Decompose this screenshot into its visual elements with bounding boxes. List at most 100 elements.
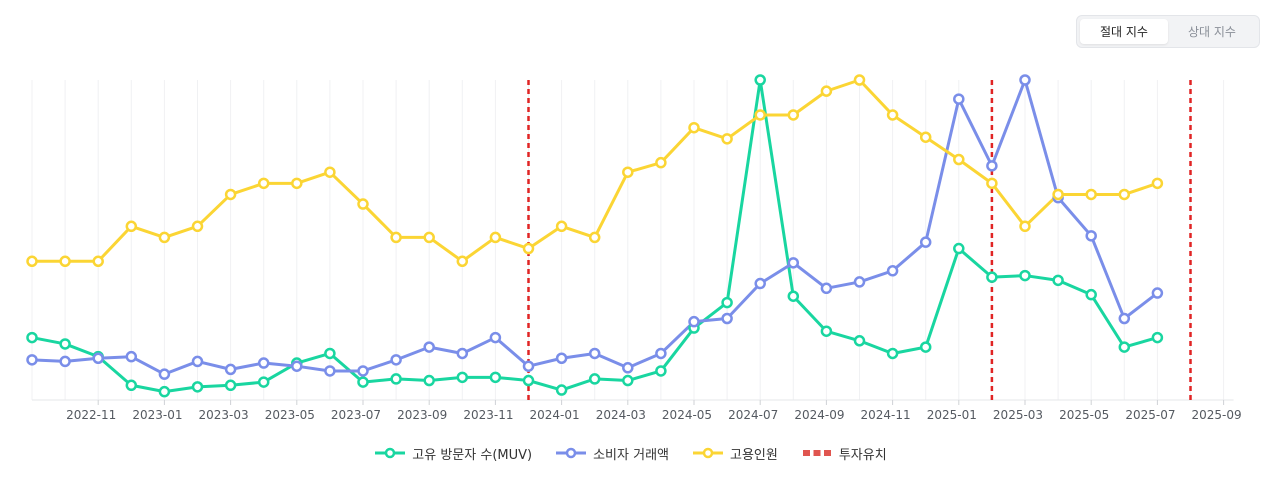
- data-point-1: [26, 354, 38, 366]
- relative-index-tab[interactable]: 상대 지수: [1188, 25, 1236, 39]
- data-point-2: [754, 109, 766, 121]
- data-point-2: [953, 153, 965, 166]
- data-point-0: [754, 74, 766, 86]
- data-point-0: [357, 376, 369, 388]
- data-point-2: [26, 255, 38, 268]
- legend-swatch-transactions: [556, 447, 587, 459]
- data-point-2: [125, 220, 138, 233]
- x-tick-label: 2025-03: [993, 408, 1043, 422]
- data-point-0: [158, 385, 171, 398]
- index-mode-toggle: 절대 지수 상대 지수: [1076, 15, 1260, 48]
- data-point-2: [324, 166, 336, 178]
- x-tick-label: 2023-03: [199, 408, 249, 422]
- data-point-1: [456, 347, 469, 360]
- data-point-1: [1151, 287, 1164, 299]
- legend-item-employees[interactable]: 고용인원: [693, 444, 778, 463]
- legend-label-employees: 고용인원: [730, 447, 778, 463]
- x-tick-label: 2024-09: [794, 408, 844, 422]
- data-point-1: [721, 312, 733, 325]
- data-point-0: [489, 371, 502, 384]
- data-point-2: [158, 231, 171, 244]
- data-point-1: [919, 236, 932, 248]
- data-point-1: [622, 362, 634, 374]
- data-point-0: [390, 373, 402, 385]
- data-point-2: [721, 133, 733, 145]
- x-tick-label: 2024-07: [728, 408, 778, 422]
- legend-swatch-investment: [802, 450, 831, 456]
- data-point-0: [456, 371, 469, 384]
- data-point-2: [588, 231, 601, 244]
- data-point-0: [787, 290, 800, 302]
- data-point-1: [522, 360, 535, 372]
- data-point-0: [257, 376, 270, 388]
- data-point-1: [423, 341, 435, 353]
- data-point-2: [291, 177, 303, 190]
- legend-item-muv[interactable]: 고유 방문자 수(MUV): [375, 444, 532, 463]
- data-point-1: [655, 347, 667, 360]
- data-point-0: [125, 379, 138, 392]
- data-point-0: [1052, 274, 1064, 287]
- data-point-1: [324, 365, 336, 377]
- line-chart: 2022-11 2023-01 2023-03 2023-05 2023-07 2023-…: [26, 74, 1242, 422]
- data-point-2: [224, 188, 237, 201]
- data-point-0: [423, 374, 435, 387]
- chart-legend: 고유 방문자 수(MUV) 소비자 거래액 고용인원 투자유치: [0, 442, 1262, 464]
- data-point-0: [522, 374, 535, 387]
- data-point-1: [555, 352, 568, 364]
- data-point-0: [1151, 331, 1164, 344]
- data-point-1: [886, 265, 899, 277]
- x-tick-label: 2024-05: [662, 408, 712, 422]
- legend-item-transactions[interactable]: 소비자 거래액: [556, 444, 669, 463]
- data-point-1: [92, 352, 104, 364]
- data-point-1: [688, 315, 700, 328]
- data-point-2: [59, 255, 71, 268]
- data-point-1: [1085, 230, 1097, 242]
- x-tick-label: 2023-01: [132, 408, 182, 422]
- x-tick-label: 2025-09: [1192, 408, 1242, 422]
- data-point-2: [655, 156, 667, 169]
- data-point-1: [390, 354, 402, 366]
- data-point-0: [919, 341, 932, 353]
- x-tick-label: 2024-03: [596, 408, 646, 422]
- data-point-0: [191, 381, 204, 393]
- data-point-2: [1118, 188, 1131, 201]
- x-tick-label: 2025-07: [1125, 408, 1175, 422]
- x-tick-label: 2023-11: [463, 408, 513, 422]
- data-point-2: [1052, 188, 1064, 201]
- series-layer: [26, 74, 1164, 398]
- data-point-2: [853, 74, 866, 86]
- legend-item-investment[interactable]: 투자유치: [802, 444, 887, 463]
- data-point-2: [357, 198, 369, 210]
- data-point-1: [754, 277, 766, 290]
- data-point-0: [622, 374, 634, 387]
- legend-swatch-employees: [693, 447, 723, 459]
- data-point-0: [26, 331, 38, 344]
- data-point-0: [1019, 269, 1031, 282]
- data-point-1: [224, 363, 237, 376]
- data-point-0: [986, 271, 998, 283]
- x-tick-label: 2024-11: [861, 408, 911, 422]
- data-point-2: [423, 231, 435, 244]
- data-point-1: [125, 350, 138, 363]
- data-point-1: [853, 276, 866, 288]
- x-tick-label: 2023-09: [397, 408, 447, 422]
- data-point-2: [820, 85, 833, 97]
- data-point-1: [986, 160, 998, 172]
- data-point-2: [456, 255, 469, 268]
- data-point-1: [787, 257, 800, 269]
- data-point-2: [787, 109, 800, 121]
- legend-label-transactions: 소비자 거래액: [593, 447, 669, 463]
- data-point-2: [257, 177, 270, 190]
- data-point-2: [555, 220, 568, 233]
- data-point-2: [191, 220, 204, 233]
- data-point-2: [886, 109, 899, 121]
- data-point-0: [853, 335, 866, 347]
- data-point-0: [224, 379, 237, 392]
- x-tick-label: 2023-05: [265, 408, 315, 422]
- data-point-1: [820, 282, 833, 295]
- data-point-1: [191, 355, 204, 368]
- data-point-1: [588, 347, 601, 360]
- data-point-0: [820, 325, 833, 337]
- absolute-index-tab[interactable]: 절대 지수: [1080, 19, 1168, 44]
- legend-swatch-muv: [375, 447, 406, 459]
